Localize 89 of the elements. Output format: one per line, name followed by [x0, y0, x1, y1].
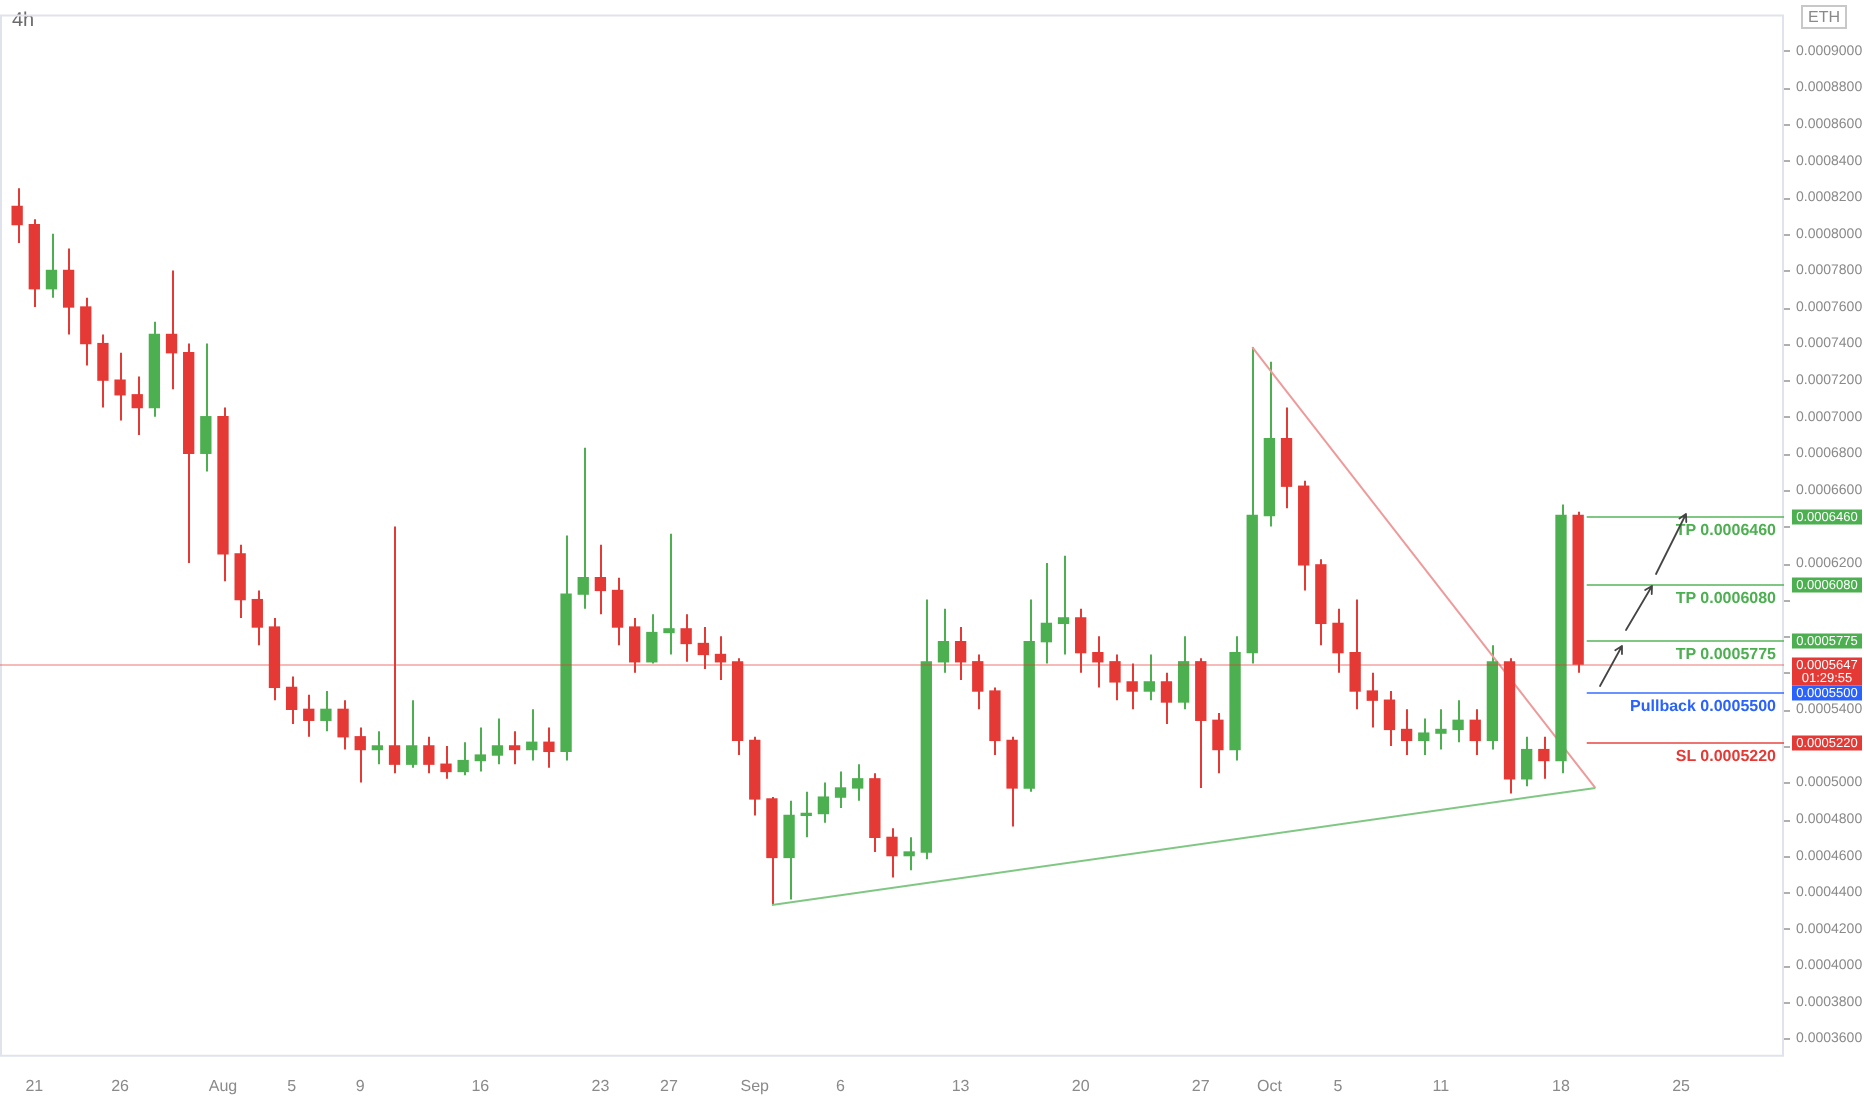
candlestick	[1521, 735, 1533, 788]
x-tick-label: Oct	[1256, 1076, 1284, 1095]
candlestick	[1400, 708, 1413, 757]
candlestick	[543, 726, 555, 769]
candlestick	[1143, 653, 1155, 702]
candlestick	[783, 799, 795, 901]
candlestick	[1092, 635, 1104, 689]
ref-line-label: Pullback 0.0005500	[1630, 697, 1778, 716]
candlestick	[1469, 708, 1481, 757]
x-tick-label: 27	[660, 1076, 679, 1095]
x-tick-label: 6	[836, 1076, 847, 1095]
candlestick	[80, 296, 92, 367]
candlestick	[611, 576, 624, 647]
candlestick	[440, 744, 452, 780]
candlestick	[97, 333, 109, 409]
x-tick-label: 9	[355, 1076, 366, 1095]
candlestick	[1212, 711, 1224, 775]
x-tick-label: 13	[951, 1076, 971, 1095]
x-tick-label: 11	[1432, 1076, 1451, 1095]
candlestick	[62, 247, 75, 336]
candlestick	[972, 653, 984, 711]
candlestick	[1040, 562, 1053, 665]
x-tick-label: 16	[471, 1076, 491, 1095]
x-tick-label: Aug	[208, 1076, 238, 1095]
candlestick	[697, 626, 709, 671]
candlestick	[629, 616, 641, 674]
candlestick	[834, 770, 847, 810]
candlestick	[320, 690, 332, 733]
candlestick	[577, 446, 589, 610]
candlestick	[508, 730, 521, 766]
x-tick-label: 20	[1071, 1076, 1091, 1095]
x-tick-label: 27	[1191, 1076, 1211, 1095]
candlestick	[474, 726, 486, 773]
candlestick	[11, 187, 23, 244]
candlestick	[1177, 635, 1190, 711]
candlestick	[886, 827, 898, 879]
x-tick-label: 23	[591, 1076, 611, 1095]
candlestick	[1126, 662, 1138, 711]
x-tick-label: 26	[111, 1076, 131, 1095]
candlestick	[131, 375, 143, 437]
candlestick	[526, 708, 538, 762]
candlestick	[714, 635, 727, 682]
candlestick	[200, 342, 212, 473]
candlestick	[251, 589, 263, 647]
candlestick	[1538, 735, 1550, 780]
candlestick	[1349, 598, 1361, 711]
ref-line-label: TP 0.0005775	[1675, 645, 1778, 664]
candlestick	[1366, 671, 1378, 729]
candlestick	[354, 726, 366, 784]
candlestick	[1075, 607, 1087, 674]
candlestick	[1109, 653, 1121, 702]
candlestick	[303, 693, 315, 738]
candlestick	[234, 543, 246, 619]
candlestick	[406, 699, 418, 769]
candlestick	[337, 699, 349, 751]
candlestick	[371, 730, 384, 766]
candlestick	[1383, 690, 1396, 747]
candlestick	[457, 741, 469, 777]
candlestick	[1452, 699, 1464, 744]
candlestick	[114, 351, 126, 422]
x-tick-label: 5	[1333, 1076, 1344, 1095]
x-tick-label: 5	[287, 1076, 298, 1095]
candlestick	[165, 269, 178, 391]
candlestick	[646, 613, 658, 665]
candlestick	[594, 543, 607, 616]
candlestick	[1418, 717, 1430, 757]
candlestick	[423, 735, 435, 775]
x-tick-label: 21	[25, 1076, 45, 1095]
candlestick	[663, 532, 675, 656]
candlestick	[45, 232, 58, 299]
candlestick	[285, 675, 298, 725]
candlestick	[1057, 554, 1070, 656]
candlestick	[388, 525, 401, 775]
candlestick	[954, 626, 967, 682]
candlestick	[1435, 708, 1447, 751]
candlestick	[680, 613, 692, 663]
candlestick	[852, 763, 864, 802]
candlestick	[903, 836, 915, 872]
x-tick-label: 25	[1672, 1076, 1692, 1095]
x-tick-label: Sep	[740, 1076, 771, 1095]
candlestick	[1160, 671, 1173, 725]
candlestick	[491, 717, 504, 766]
candlestick	[817, 781, 830, 824]
candlestick	[937, 607, 950, 674]
candlestick	[1332, 607, 1344, 674]
x-tick-label: 18	[1552, 1076, 1571, 1095]
y-axis-title: ETH	[1808, 8, 1841, 27]
ref-line-label: SL 0.0005220	[1675, 747, 1778, 766]
ref-line-label: TP 0.0006080	[1675, 589, 1778, 608]
